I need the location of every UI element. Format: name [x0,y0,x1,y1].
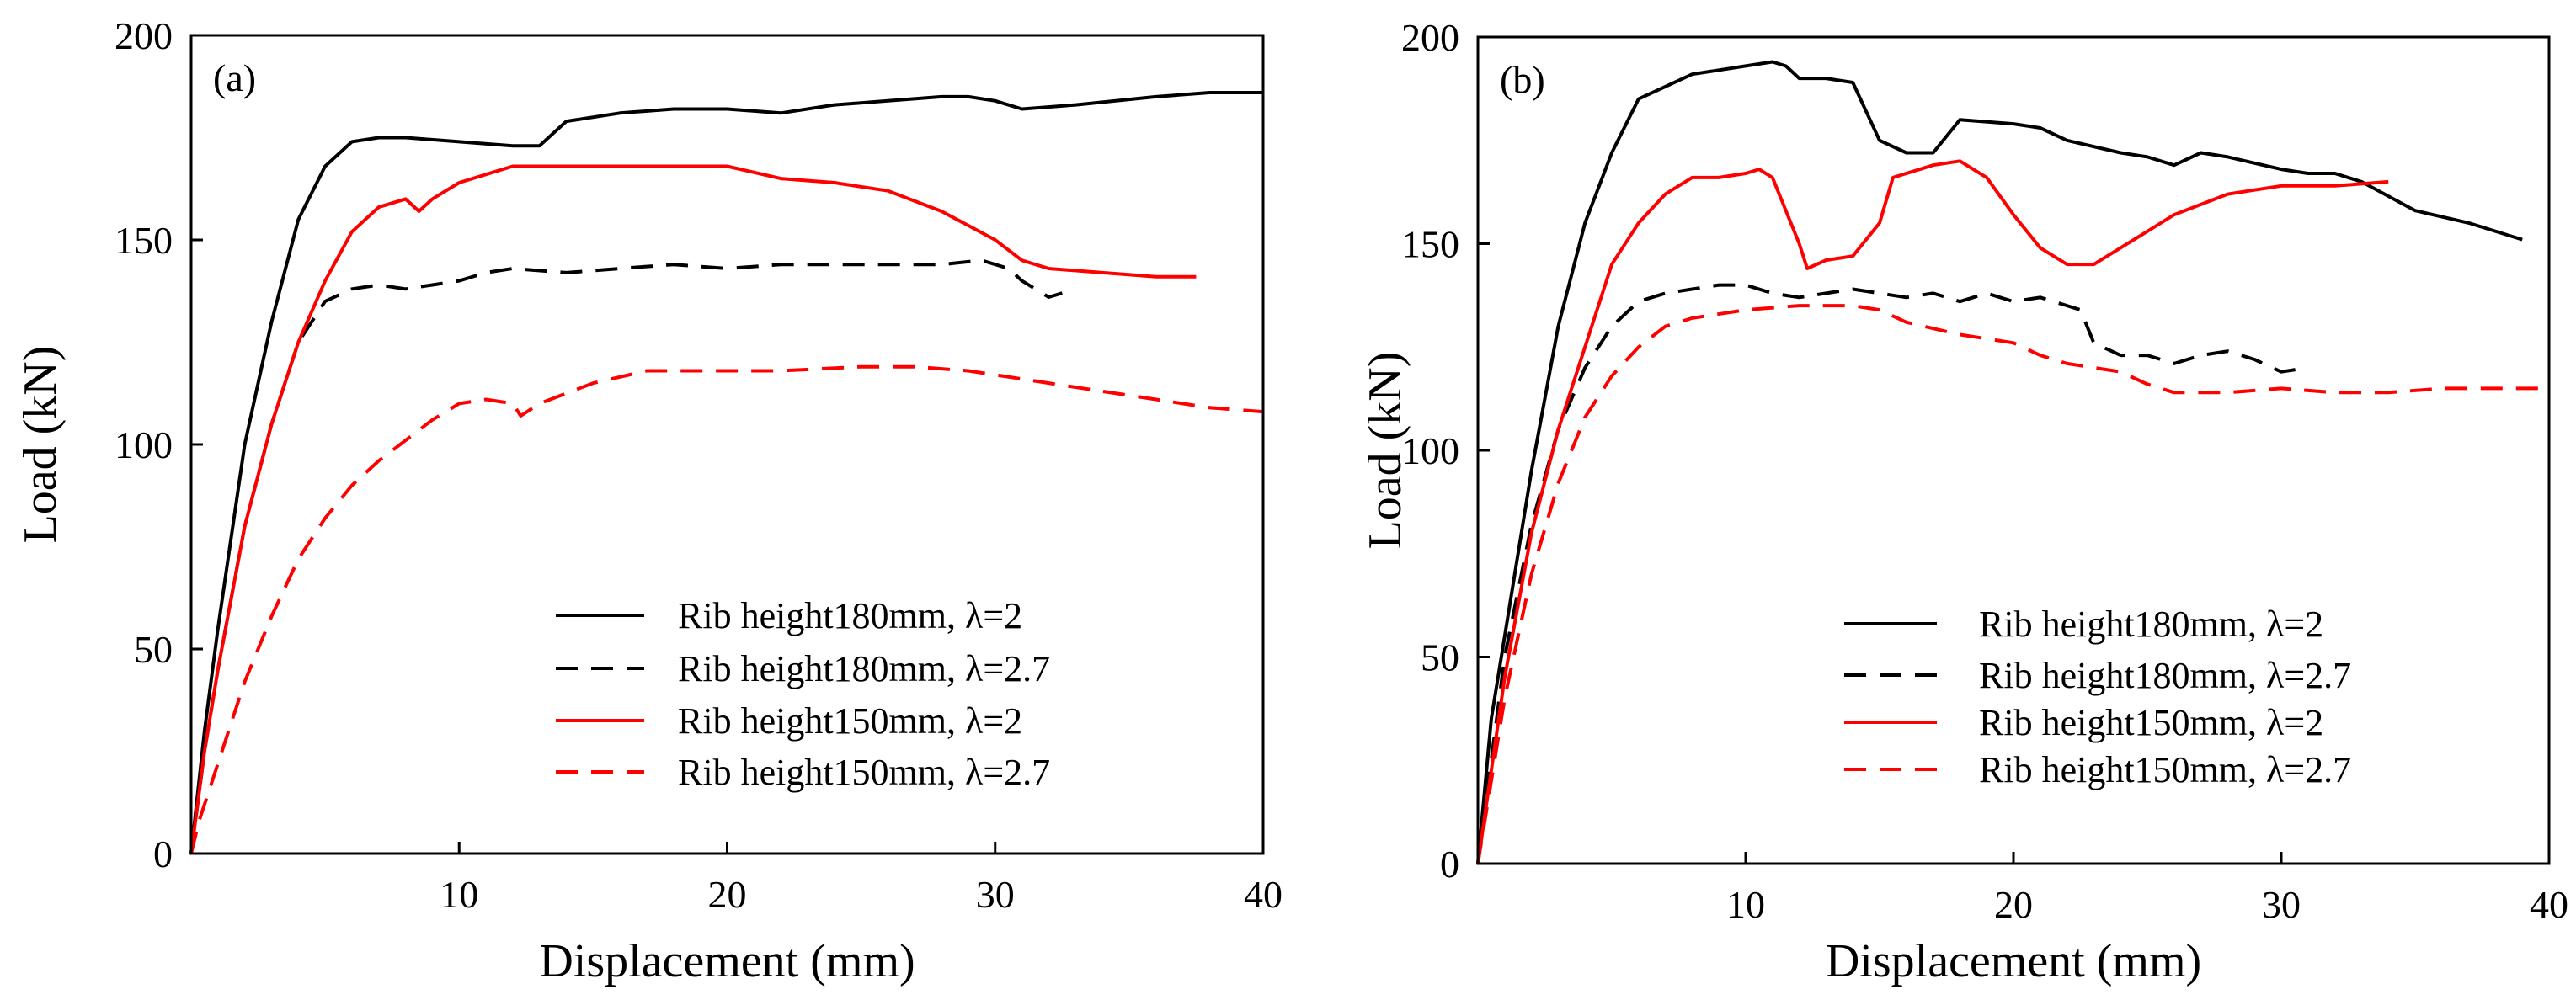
x-tick-label: 30 [2262,883,2301,926]
x-tick-label: 40 [2530,883,2568,926]
panel-label: (b) [1500,58,1545,101]
series-line-4 [1476,304,2549,864]
x-tick-label: 10 [1726,883,1765,926]
legend-entry: Rib height150mm, λ=2 [1979,702,2323,743]
legend-entry: Rib height180mm, λ=2 [1979,604,2323,645]
y-tick-label: 50 [1421,636,1459,679]
y-tick-label: 0 [1440,843,1459,886]
x-tick-label: 20 [1994,883,2033,926]
y-axis-label: Load (kN) [1359,352,1411,550]
x-axis-label: Displacement (mm) [1826,935,2201,987]
series-line-1 [1476,60,2523,864]
legend: Rib height180mm, λ=2 Rib height180mm, λ=2… [1844,604,2351,790]
y-axis-label: Load (kN) [14,346,67,544]
series-line-3 [1476,159,2389,864]
legend-entry: Rib height180mm, λ=2.7 [1979,655,2351,696]
chart-panel-b: 10 20 30 40 0 50 100 150 200 Displacement (mm) Loa… [1359,16,2568,987]
legend-entry: Rib height150mm, λ=2.7 [1979,749,2351,790]
series-line-2 [1476,283,2309,864]
y-tick-label: 0 [153,832,173,875]
x-tick-label: 10 [440,873,478,916]
x-axis-label: Displacement (mm) [539,935,915,987]
legend-entry: Rib height180mm, λ=2 [678,595,1022,636]
y-tick-label: 100 [115,423,173,466]
y-tick-label: 150 [115,219,173,262]
x-tick-label: 30 [976,873,1015,916]
series-line-4 [189,364,1264,854]
series-line-3 [189,164,1197,854]
legend-entry: Rib height180mm, λ=2.7 [678,648,1050,689]
y-tick-label: 150 [1401,223,1459,266]
series-line-1 [189,91,1263,854]
y-tick-label: 200 [1401,16,1459,59]
legend-entry: Rib height150mm, λ=2.7 [678,752,1050,793]
chart-panel-a: 10 20 30 40 0 50 100 150 200 Displacement (mm) Loa… [14,14,1283,987]
legend: Rib height180mm, λ=2 Rib height180mm, λ=2… [556,595,1050,793]
x-tick-label: 40 [1244,873,1283,916]
y-tick-label: 100 [1401,429,1459,472]
panel-label: (a) [213,56,256,99]
legend-entry: Rib height150mm, λ=2 [678,700,1022,742]
x-tick-label: 20 [708,873,747,916]
y-tick-label: 200 [115,14,173,57]
y-tick-label: 50 [134,628,173,671]
